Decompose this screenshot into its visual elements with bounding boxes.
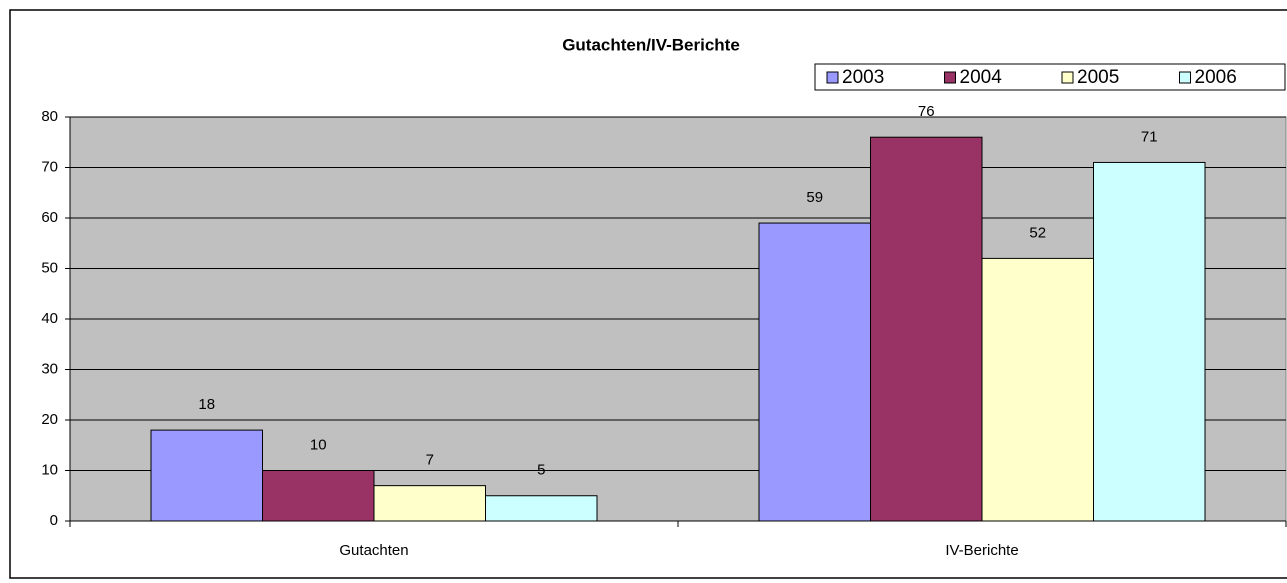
chart-title: Gutachten/IV-Berichte [562,35,740,54]
y-tick-label: 70 [41,158,58,175]
legend-label: 2003 [842,67,884,88]
legend-swatch [1061,71,1074,84]
legend-box [814,63,1286,91]
bar [870,136,983,522]
data-label: 5 [537,462,545,479]
legend-label: 2004 [960,67,1003,88]
legend-label: 2005 [1077,67,1119,88]
data-label: 76 [918,103,935,120]
y-tick-label: 80 [41,108,58,125]
bar [373,485,486,522]
x-tick-label: Gutachten [339,542,408,559]
y-tick-label: 60 [41,209,58,226]
data-label: 18 [198,396,215,413]
data-label: 71 [1141,128,1158,145]
y-tick-label: 50 [41,259,58,276]
data-label: 59 [806,189,823,206]
y-tick-label: 20 [41,411,58,428]
bar [758,222,871,522]
bar [1093,161,1206,522]
y-tick-label: 0 [50,512,58,529]
legend-swatch [1179,71,1191,84]
data-label: 7 [426,452,434,469]
y-tick-label: 30 [41,360,58,377]
bar [485,495,598,522]
legend-label: 2006 [1195,67,1237,88]
data-label: 52 [1029,224,1046,241]
bar [981,257,1094,522]
bar [150,429,263,522]
data-label: 10 [310,436,327,453]
bar [262,470,375,522]
legend-swatch [944,71,956,84]
y-tick-label: 40 [41,310,58,327]
x-tick-label: IV-Berichte [945,542,1018,559]
y-tick-label: 10 [41,461,58,478]
legend-swatch [826,71,839,84]
